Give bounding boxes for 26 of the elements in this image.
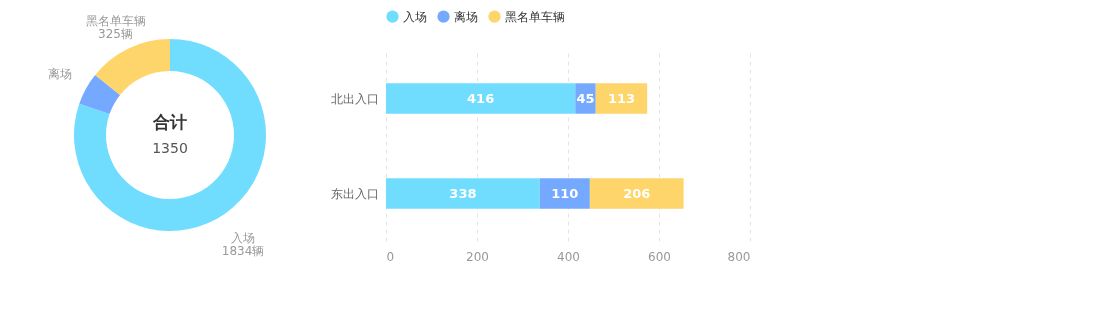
x-tick-label: 200 [466, 249, 489, 264]
data-label: 1834辆 [221, 243, 265, 258]
text: 合计 [152, 112, 187, 132]
y-tick-label: 北出入口 [330, 91, 379, 106]
data-label: 325辆 [98, 27, 133, 42]
slice-label: 黑名单车辆 [85, 14, 146, 29]
data-label: 338 [449, 185, 477, 201]
donut-slice [79, 74, 121, 115]
text: 1350 [152, 140, 188, 156]
x-tick-label: 0 [386, 249, 395, 264]
data-label: 45 [576, 90, 595, 106]
data-label: 206 [623, 185, 651, 201]
legend-label: 离场 [454, 9, 478, 24]
donut-slice [74, 39, 266, 231]
y-tick-label: 东出入口 [330, 186, 379, 201]
x-tick-label: 600 [648, 249, 671, 264]
data-label: 110 [551, 185, 579, 201]
data-label: 113 [607, 90, 636, 106]
donut-slice [95, 39, 170, 95]
x-tick-label: 400 [557, 249, 580, 264]
legend-label: 黑名单车辆 [505, 9, 565, 24]
slice-label: 离场 [47, 67, 72, 82]
data-label: 416 [467, 90, 495, 106]
x-tick-label: 800 [727, 249, 751, 264]
legend-label: 入场 [403, 9, 427, 24]
slice-label: 入场 [231, 230, 256, 245]
